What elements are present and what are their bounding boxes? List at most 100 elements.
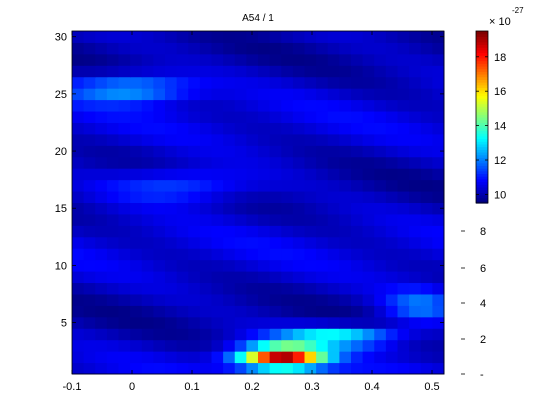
heatmap-cell	[281, 145, 294, 158]
heatmap-cell	[211, 316, 224, 329]
heatmap-cell	[409, 42, 422, 55]
heatmap-cell	[374, 53, 387, 66]
heatmap-cell	[420, 225, 433, 238]
heatmap-cell	[188, 362, 201, 375]
heatmap-cell	[153, 248, 166, 261]
heatmap-cell	[223, 305, 236, 318]
heatmap-cell	[258, 202, 271, 215]
heatmap-cell	[72, 156, 85, 169]
heatmap-cell	[281, 156, 294, 169]
heatmap-cell	[432, 76, 445, 89]
heatmap-cell	[223, 168, 236, 181]
heatmap-cell	[304, 248, 317, 261]
heatmap-cell	[153, 305, 166, 318]
heatmap-cell	[339, 31, 352, 43]
heatmap-cell	[199, 293, 212, 306]
heatmap-cell	[316, 191, 329, 203]
heatmap-cell	[269, 168, 282, 181]
heatmap-cell	[246, 316, 259, 329]
heatmap-cell	[258, 156, 271, 169]
colorbar-segment	[476, 117, 488, 121]
heatmap-cell	[385, 305, 398, 318]
x-tick-label: -0.1	[63, 381, 82, 393]
heatmap-cell	[130, 351, 143, 364]
heatmap-cell	[72, 328, 85, 341]
heatmap-cell	[165, 168, 178, 181]
heatmap-cell	[106, 305, 119, 318]
heatmap-cell	[72, 31, 85, 43]
heatmap-cell	[397, 351, 410, 364]
heatmap-cell	[281, 225, 294, 238]
heatmap-cell	[258, 168, 271, 181]
heatmap-cell	[176, 191, 189, 203]
heatmap-cell	[409, 271, 422, 284]
heatmap-cell	[351, 259, 364, 272]
heatmap-cell	[153, 225, 166, 238]
heatmap-cell	[397, 362, 410, 375]
colorbar-segment	[476, 138, 488, 142]
heatmap-cell	[327, 88, 340, 101]
heatmap-cell	[409, 339, 422, 352]
heatmap-cell	[432, 339, 445, 352]
heatmap-cell	[397, 213, 410, 226]
heatmap-cell	[351, 122, 364, 135]
heatmap-cell	[351, 316, 364, 329]
heatmap-cell	[339, 111, 352, 123]
heatmap-cell	[258, 282, 271, 295]
heatmap-cell	[420, 179, 433, 192]
heatmap-cell	[316, 88, 329, 101]
heatmap-cell	[234, 31, 247, 43]
heatmap-cell	[106, 282, 119, 295]
heatmap-cell	[246, 362, 259, 375]
heatmap-cell	[374, 145, 387, 158]
heatmap-cell	[327, 316, 340, 329]
heatmap-cell	[316, 133, 329, 146]
heatmap-cell	[141, 156, 154, 169]
heatmap-cell	[246, 271, 259, 284]
heatmap-cell	[258, 339, 271, 352]
heatmap-cell	[281, 88, 294, 101]
heatmap-cell	[269, 293, 282, 306]
heatmap-cell	[362, 236, 375, 249]
heatmap-cell	[106, 248, 119, 261]
heatmap-cell	[409, 259, 422, 272]
colorbar-segment	[476, 192, 488, 196]
heatmap-cell	[316, 156, 329, 169]
heatmap-cell	[199, 133, 212, 146]
heatmap-cell	[362, 293, 375, 306]
heatmap-cell	[362, 202, 375, 215]
heatmap-cell	[374, 191, 387, 203]
heatmap-cell	[281, 248, 294, 261]
heatmap-cell	[95, 225, 108, 238]
heatmap-cell	[269, 351, 282, 364]
colorbar-segment	[476, 84, 488, 89]
heatmap-cell	[362, 248, 375, 261]
heatmap-cell	[304, 99, 317, 112]
heatmap-cell	[141, 122, 154, 135]
heatmap-cell	[420, 133, 433, 146]
y-tick-label: 10	[55, 260, 67, 272]
colorbar-segment	[476, 154, 488, 158]
heatmap-cell	[316, 236, 329, 249]
heatmap-cell	[83, 351, 96, 364]
heatmap-cell	[188, 225, 201, 238]
heatmap-cell	[188, 99, 201, 112]
heatmap-cell	[223, 145, 236, 158]
heatmap-cell	[432, 42, 445, 55]
heatmap-cell	[95, 339, 108, 352]
heatmap-cell	[339, 53, 352, 66]
heatmap-cell	[223, 156, 236, 169]
heatmap-cell	[432, 293, 445, 306]
heatmap-cell	[153, 293, 166, 306]
heatmap-cell	[409, 76, 422, 89]
heatmap-cell	[83, 271, 96, 284]
heatmap-cell	[188, 271, 201, 284]
heatmap-cell	[118, 305, 131, 318]
heatmap-cell	[304, 362, 317, 375]
heatmap-cell	[281, 282, 294, 295]
heatmap-cell	[106, 179, 119, 192]
heatmap-cell	[374, 111, 387, 123]
heatmap-cell	[362, 122, 375, 135]
colorbar-segment	[476, 100, 488, 105]
heatmap-cell	[118, 76, 131, 89]
